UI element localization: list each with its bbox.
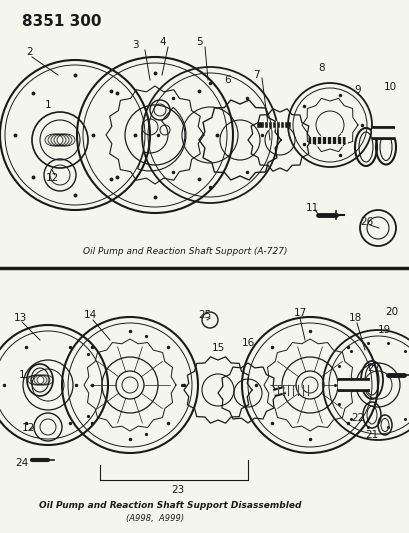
Text: 16: 16	[241, 338, 254, 348]
Text: (A998,  A999): (A998, A999)	[126, 513, 184, 522]
Text: 26: 26	[360, 217, 373, 227]
Text: 8351 300: 8351 300	[22, 14, 101, 29]
Text: 12: 12	[21, 423, 34, 433]
Text: 22: 22	[351, 413, 364, 423]
Text: 21: 21	[364, 430, 378, 440]
Text: 18: 18	[348, 313, 361, 323]
Text: 9: 9	[354, 85, 360, 95]
Text: Oil Pump and Reaction Shaft Support (A-727): Oil Pump and Reaction Shaft Support (A-7…	[83, 247, 287, 256]
Text: 10: 10	[382, 82, 396, 92]
Text: 15: 15	[211, 343, 224, 353]
Text: 6: 6	[224, 75, 231, 85]
Text: 20: 20	[384, 307, 398, 317]
Text: 5: 5	[196, 37, 203, 47]
Text: 25: 25	[198, 310, 211, 320]
Text: 17: 17	[293, 308, 306, 318]
Text: 4: 4	[159, 37, 166, 47]
Text: 11: 11	[305, 203, 318, 213]
Text: 19: 19	[376, 325, 390, 335]
Text: 1: 1	[19, 370, 25, 380]
Text: 2: 2	[27, 47, 33, 57]
Text: 14: 14	[83, 310, 97, 320]
Text: 24: 24	[16, 458, 29, 468]
Text: 1: 1	[45, 100, 51, 110]
Text: Oil Pump and Reaction Shaft Support Disassembled: Oil Pump and Reaction Shaft Support Disa…	[39, 500, 301, 510]
Text: 27: 27	[366, 363, 380, 373]
Text: 13: 13	[13, 313, 27, 323]
Text: 23: 23	[171, 485, 184, 495]
Text: 7: 7	[252, 70, 258, 80]
Text: 8: 8	[318, 63, 324, 73]
Text: 3: 3	[131, 40, 138, 50]
Text: 12: 12	[45, 173, 58, 183]
